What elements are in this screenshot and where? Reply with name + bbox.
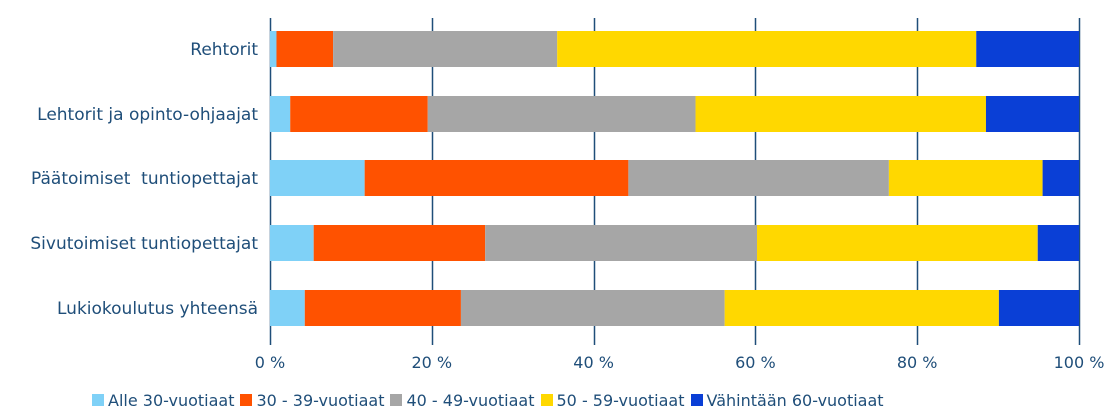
bar-segment	[460, 290, 725, 326]
x-tick-label: 80 %	[897, 353, 938, 372]
legend-label: Alle 30-vuotiaat	[108, 390, 235, 410]
bar-segment	[427, 96, 696, 132]
stacked-bar-chart: Rehtorit Lehtorit ja opinto-ohjaajat Pääto…	[30, 18, 1105, 372]
legend-item: Alle 30-vuotiaat	[92, 391, 234, 410]
legend-item: Vähintään 60-vuotiaat	[690, 390, 884, 410]
bar-segment	[724, 290, 999, 326]
bar-segment	[1037, 225, 1079, 261]
bar-segment	[1042, 160, 1079, 196]
category-labels: Rehtorit Lehtorit ja opinto-ohjaajat Pääto…	[30, 40, 258, 319]
legend-label: 50 - 59-vuotiaat	[556, 390, 685, 410]
x-tick-label: 20 %	[411, 353, 452, 372]
legend-label: Vähintään 60-vuotiaat	[706, 390, 884, 410]
bar-segment	[976, 31, 1079, 67]
bar-segment	[270, 160, 365, 196]
bar-segment	[270, 225, 314, 261]
bar-segment	[695, 96, 986, 132]
bar-segment	[998, 290, 1079, 326]
legend: Alle 30-vuotiaat 30 - 39-vuotiaat 40 - 49-…	[0, 388, 1110, 412]
bar-segment	[304, 290, 461, 326]
legend-swatch	[690, 394, 703, 406]
bar-segment	[364, 160, 629, 196]
x-tick-labels: 0 % 20 % 40 % 60 % 80 % 100 %	[255, 353, 1105, 372]
bar-segment	[313, 225, 486, 261]
legend-label: 40 - 49-vuotiaat	[406, 390, 535, 410]
legend-item: 40 - 49-vuotiaat	[390, 390, 535, 410]
legend-label: 30 - 39-vuotiaat	[256, 390, 385, 410]
legend-swatch	[390, 394, 403, 406]
category-label: Päätoimiset tuntiopettajat	[31, 169, 258, 189]
bar-segment	[757, 225, 1038, 261]
bar-segment	[985, 96, 1079, 132]
bar-segment	[270, 290, 305, 326]
bar-segment	[270, 96, 291, 132]
bar-segment	[888, 160, 1043, 196]
category-label: Lehtorit ja opinto-ohjaajat	[37, 105, 258, 125]
legend-swatch	[540, 394, 553, 406]
legend-swatch	[240, 394, 253, 406]
category-label: Rehtorit	[190, 40, 258, 60]
x-tick-label: 40 %	[573, 353, 614, 372]
category-label: Sivutoimiset tuntiopettajat	[30, 234, 258, 254]
bar-segment	[485, 225, 758, 261]
legend-item: 50 - 59-vuotiaat	[540, 390, 685, 410]
bars	[270, 31, 1079, 326]
bar-segment	[557, 31, 977, 67]
category-label: Lukiokoulutus yhteensä	[57, 299, 258, 319]
bar-segment	[270, 31, 277, 67]
bar-segment	[290, 96, 428, 132]
legend-swatch	[92, 394, 104, 406]
bar-segment	[333, 31, 558, 67]
x-tick-label: 100 %	[1054, 353, 1105, 372]
x-tick-label: 0 %	[255, 353, 285, 372]
bar-segment	[628, 160, 889, 196]
x-tick-label: 60 %	[735, 353, 776, 372]
legend-item: 30 - 39-vuotiaat	[240, 391, 384, 410]
bar-segment	[276, 31, 334, 67]
